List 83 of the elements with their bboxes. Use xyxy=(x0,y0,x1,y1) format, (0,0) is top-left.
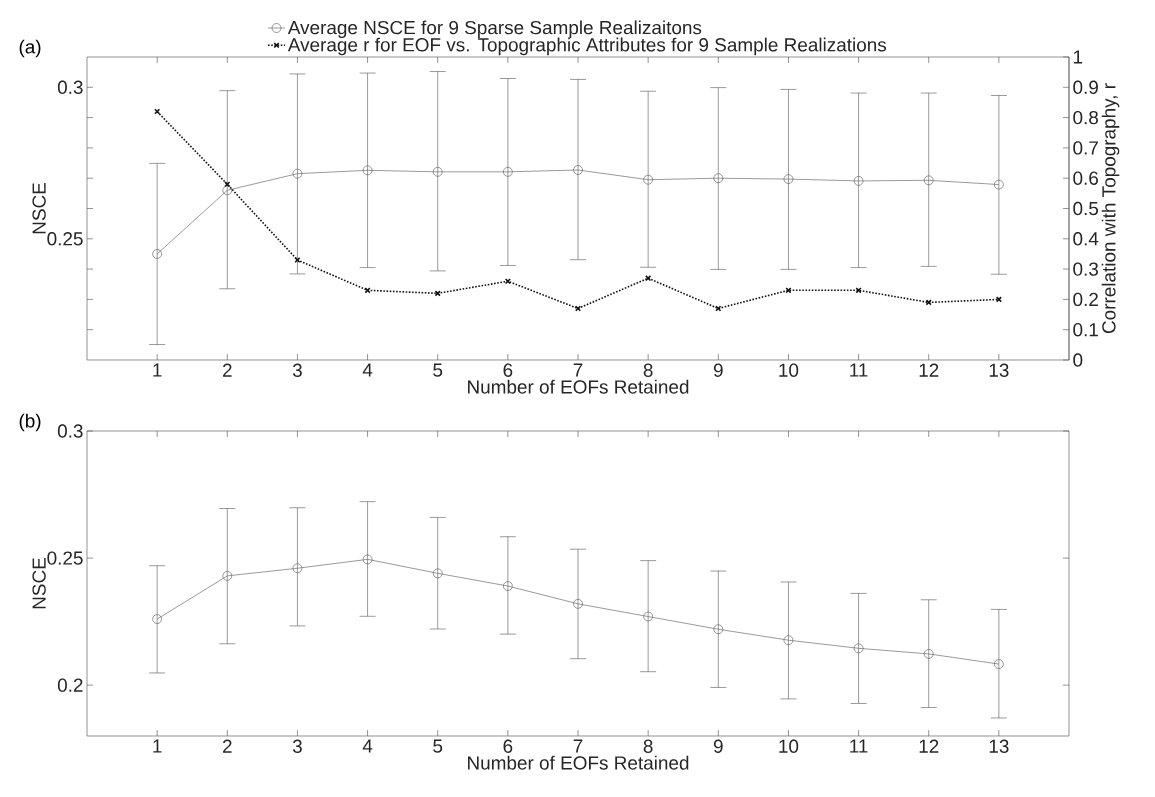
x-tick-label: 1 xyxy=(153,739,162,753)
y-tick-label: 0.25 xyxy=(47,551,83,565)
point xyxy=(432,167,443,177)
x-tick-label: 11 xyxy=(850,739,868,753)
point xyxy=(292,168,303,179)
x-tick-label: 10 xyxy=(779,363,799,377)
point xyxy=(713,624,724,635)
y-tick-label: 0.25 xyxy=(47,232,83,246)
point xyxy=(853,176,864,186)
x-tick-label: 1 xyxy=(153,363,162,377)
point xyxy=(573,165,583,175)
point xyxy=(224,181,231,188)
x-tick-label: 9 xyxy=(713,739,723,753)
point xyxy=(994,659,1004,669)
x-tick-label: 8 xyxy=(643,739,653,753)
x-tick-label: 3 xyxy=(292,739,302,753)
point xyxy=(785,287,792,294)
y2-tick-label: 0.6 xyxy=(1073,171,1099,185)
y-axis-title: NSCE xyxy=(32,183,46,234)
point xyxy=(503,167,513,177)
y2-tick-label: 1 xyxy=(1073,50,1083,64)
point xyxy=(923,175,934,186)
x-tick-label: 13 xyxy=(989,363,1009,377)
x-tick-label: 3 xyxy=(292,363,302,377)
point xyxy=(783,635,794,645)
point xyxy=(222,571,233,581)
point xyxy=(643,174,653,185)
y2-axis-title: Correlation with Topography, r xyxy=(1101,83,1120,334)
point xyxy=(573,599,583,609)
x-tick-label: 4 xyxy=(362,363,373,377)
y2-tick-label: 0.9 xyxy=(1073,80,1098,94)
x-tick-label: 12 xyxy=(919,363,939,377)
point xyxy=(645,275,652,282)
y2-tick-label: 0.1 xyxy=(1073,322,1098,337)
x-tick-label: 7 xyxy=(573,739,583,753)
point xyxy=(292,563,303,574)
point xyxy=(783,174,794,184)
y-tick-label: 0.2 xyxy=(57,678,83,692)
x-tick-label: 4 xyxy=(362,739,373,753)
text: (a) xyxy=(19,39,41,58)
point xyxy=(152,614,162,624)
x-axis-title: Number of EOFs Retained xyxy=(468,379,689,394)
point xyxy=(853,643,864,654)
legend-label: Average r for EOF vs. Topographic Attributes for 9 Sample Realizations xyxy=(287,37,887,56)
y2-tick-label: 0.8 xyxy=(1073,110,1099,125)
point xyxy=(643,611,653,622)
point xyxy=(362,165,373,176)
x-tick-label: 11 xyxy=(850,363,868,377)
point xyxy=(855,287,862,294)
y2-tick-label: 0 xyxy=(1073,353,1083,367)
x-tick-label: 6 xyxy=(503,363,513,377)
y2-tick-label: 0.3 xyxy=(1073,262,1099,276)
point xyxy=(222,185,233,196)
x-tick-label: 7 xyxy=(573,363,583,377)
x-tick-label: 5 xyxy=(433,363,443,377)
x-tick-label: 8 xyxy=(643,363,653,377)
x-tick-label: 10 xyxy=(779,739,799,753)
y2-tick-label: 0.7 xyxy=(1073,141,1098,155)
point xyxy=(432,568,443,579)
point xyxy=(503,581,513,591)
text: (b) xyxy=(19,413,41,432)
point xyxy=(994,179,1004,190)
point xyxy=(434,290,441,297)
point xyxy=(923,649,934,659)
point xyxy=(713,173,724,183)
x-tick-label: 5 xyxy=(433,739,443,753)
x-axis-title: Number of EOFs Retained xyxy=(468,755,689,770)
y-tick-label: 0.3 xyxy=(57,424,83,438)
x-tick-label: 2 xyxy=(222,739,232,753)
y2-tick-label: 0.4 xyxy=(1073,232,1099,246)
x-tick-label: 9 xyxy=(713,363,723,377)
x-tick-label: 12 xyxy=(919,739,939,753)
point xyxy=(152,249,162,259)
y2-tick-label: 0.5 xyxy=(1073,201,1099,216)
x-tick-label: 13 xyxy=(989,739,1009,753)
y-axis-title: NSCE xyxy=(32,558,46,609)
x-tick-label: 6 xyxy=(503,739,513,753)
y2-tick-label: 0.2 xyxy=(1073,292,1098,307)
point xyxy=(504,278,511,285)
point xyxy=(925,299,932,306)
x-tick-label: 2 xyxy=(222,363,232,377)
point xyxy=(362,554,373,565)
y-tick-label: 0.3 xyxy=(57,80,83,94)
